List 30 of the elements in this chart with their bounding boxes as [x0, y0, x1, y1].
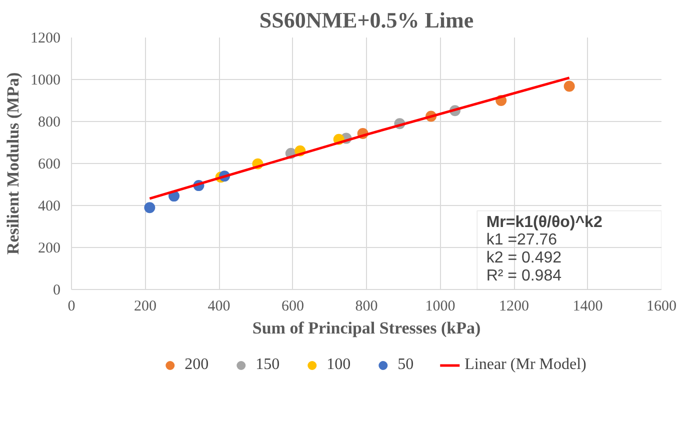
annotation: k2 = 0.492: [486, 250, 562, 266]
y-tick-label: 200: [38, 240, 60, 256]
annotation: k1 =27.76: [486, 232, 558, 249]
y-tick-label: 400: [38, 198, 60, 214]
x-tick-label: 600: [282, 298, 304, 314]
legend-label: 150: [256, 356, 280, 374]
chart-title: SS60NME+0.5% Lime: [259, 8, 474, 32]
legend-label: 100: [326, 356, 351, 374]
y-tick-label: 1000: [30, 72, 60, 88]
annotation: R² = 0.984: [486, 267, 562, 284]
y-axis-title: Resilient Modulus (MPa): [4, 72, 22, 255]
x-tick-label: 200: [134, 298, 156, 314]
y-tick-label: 800: [38, 114, 60, 130]
y-tick-label: 1200: [30, 30, 60, 46]
point: [144, 202, 156, 214]
x-tick-label: 1000: [425, 298, 456, 314]
x-tick-label: 1200: [499, 298, 529, 314]
y-tick-label: 600: [38, 156, 60, 172]
y-tick-label: 0: [53, 282, 60, 298]
point: [564, 80, 575, 92]
x-tick-label: 800: [355, 298, 378, 314]
x-tick-label: 400: [208, 298, 230, 314]
x-tick-label: 1600: [646, 298, 676, 314]
legend-label: 200: [184, 356, 209, 374]
x-tick-label: 1400: [572, 298, 603, 314]
annotation: Mr=k1(θ/θo)^k2: [486, 214, 602, 231]
x-axis-title: Sum of Principal Stresses (kPa): [252, 318, 481, 338]
legend-label: Linear (Mr Model): [464, 356, 586, 374]
legend-label: 50: [398, 356, 415, 374]
x-tick-label: 0: [68, 298, 76, 314]
